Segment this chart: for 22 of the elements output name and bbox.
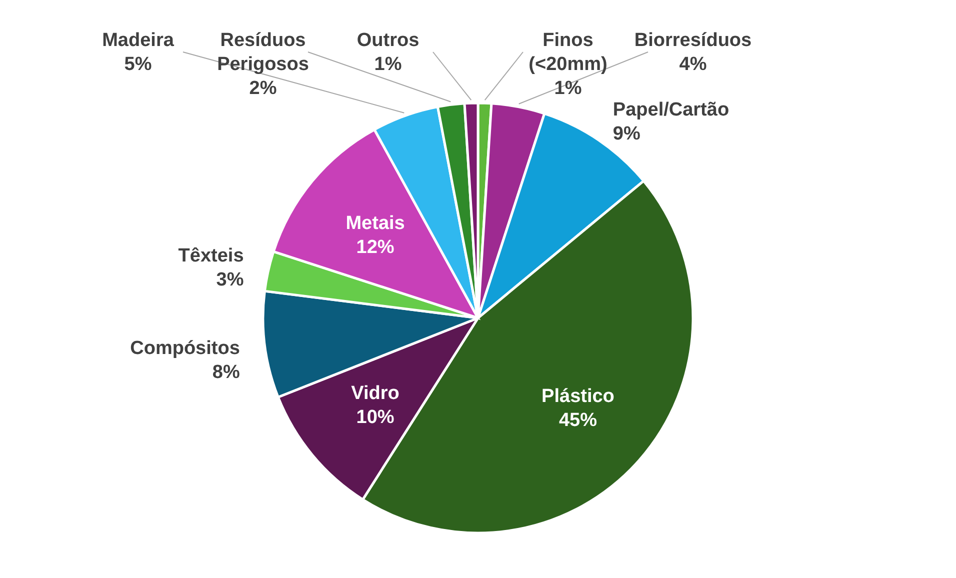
slice-label: Outros	[356, 30, 420, 51]
slice-label: Vidro	[351, 382, 400, 404]
data-label: 4%	[679, 54, 707, 75]
slice-label: Têxteis	[178, 246, 244, 267]
slice-label: Resíduos Perigosos	[217, 30, 309, 75]
data-label: 12%	[356, 237, 394, 258]
data-label: 45%	[558, 410, 598, 432]
slice-label: Plástico	[542, 386, 614, 408]
slice-label: Biorresíduos	[634, 30, 752, 51]
data-label: 5%	[124, 54, 152, 75]
slice-label: Compósitos	[130, 338, 240, 360]
data-label: 9%	[612, 124, 640, 144]
data-label: 8%	[212, 362, 240, 384]
slice-label: Papel/Cartão	[612, 100, 730, 120]
slice-label: Finos (<20mm)	[528, 30, 608, 75]
data-label: 1%	[374, 54, 402, 75]
data-label: 10%	[356, 406, 394, 428]
data-label: 2%	[249, 78, 277, 99]
data-label: 3%	[216, 270, 244, 291]
data-label: 1%	[554, 78, 582, 99]
slice-label: Madeira	[102, 30, 174, 51]
slice-label: Metais	[346, 213, 405, 234]
